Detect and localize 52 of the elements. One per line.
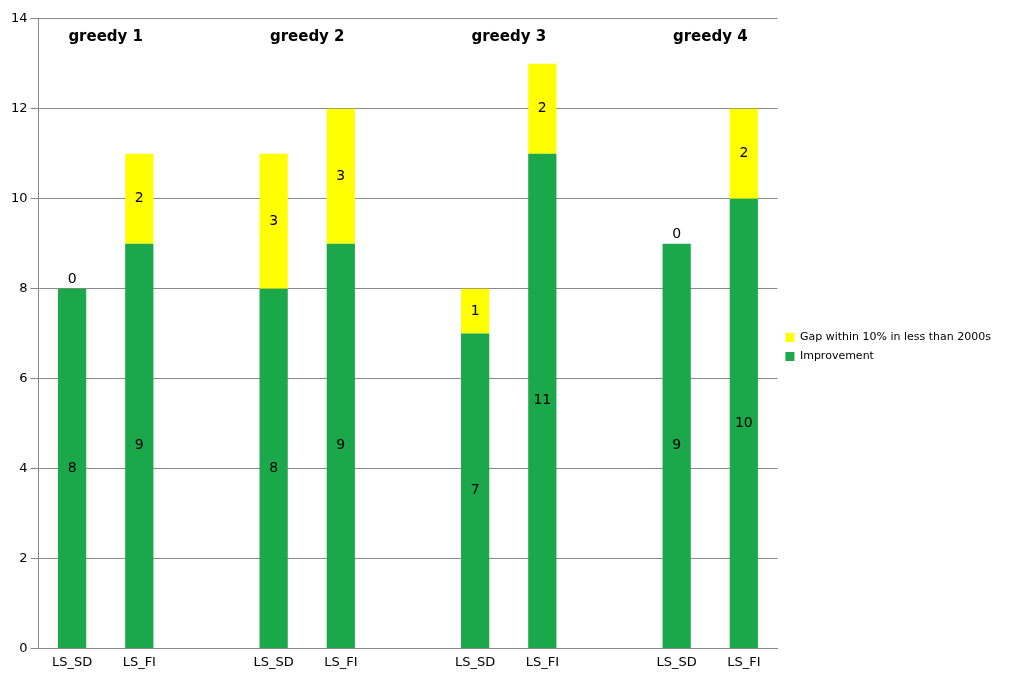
legend-label: Improvement bbox=[799, 349, 875, 363]
data-label: 3 bbox=[269, 211, 279, 228]
bar bbox=[125, 153, 154, 244]
bar bbox=[729, 198, 758, 648]
bar bbox=[729, 108, 758, 199]
data-label: 7 bbox=[470, 481, 480, 498]
bar bbox=[326, 108, 355, 244]
x-tick-label: LS_SD bbox=[656, 653, 697, 669]
y-tick-label: 10 bbox=[11, 190, 28, 206]
data-label: 1 bbox=[470, 301, 480, 318]
data-label: 10 bbox=[734, 413, 753, 430]
y-tick-label: 6 bbox=[19, 369, 28, 385]
annotation: greedy 2 bbox=[269, 26, 345, 45]
data-label: 2 bbox=[537, 99, 547, 116]
x-tick-label: LS_FI bbox=[324, 653, 358, 669]
y-tick-label: 4 bbox=[19, 459, 28, 475]
x-tick-label: LS_SD bbox=[51, 653, 93, 669]
bar bbox=[461, 333, 490, 648]
y-tick-label: 2 bbox=[19, 549, 28, 565]
bar bbox=[528, 63, 557, 154]
data-label: 11 bbox=[533, 391, 552, 408]
bar bbox=[326, 243, 355, 648]
data-label: 3 bbox=[336, 166, 346, 183]
bar bbox=[58, 288, 87, 648]
legend-label: Gap within 10% in less than 2000s bbox=[799, 330, 992, 344]
x-tick-label: LS_FI bbox=[727, 653, 761, 669]
data-label: 0 bbox=[672, 225, 682, 242]
data-label: 8 bbox=[269, 458, 279, 475]
x-tick-label: LS_SD bbox=[253, 653, 294, 669]
x-tick-label: LS_SD bbox=[455, 653, 496, 669]
bar bbox=[461, 288, 490, 334]
bar bbox=[528, 153, 557, 648]
data-label: 9 bbox=[336, 436, 346, 453]
bar bbox=[125, 243, 154, 648]
data-label: 9 bbox=[672, 436, 682, 453]
y-tick-label: 0 bbox=[19, 639, 28, 655]
x-tick-label: LS_FI bbox=[525, 653, 559, 669]
annotation: greedy 1 bbox=[68, 26, 144, 45]
y-tick-label: 8 bbox=[19, 280, 28, 295]
bar bbox=[259, 288, 288, 648]
bar bbox=[259, 153, 288, 289]
y-tick-label: 14 bbox=[11, 10, 28, 26]
data-label: 2 bbox=[739, 144, 749, 161]
annotation: greedy 3 bbox=[471, 26, 547, 45]
y-tick-label: 12 bbox=[11, 100, 28, 116]
data-label: 9 bbox=[134, 436, 144, 453]
data-label: 2 bbox=[134, 189, 144, 206]
x-tick-label: LS_FI bbox=[122, 653, 156, 669]
data-label: 8 bbox=[67, 458, 77, 475]
annotation: greedy 4 bbox=[672, 26, 748, 45]
bar bbox=[662, 243, 691, 648]
data-label: 0 bbox=[67, 270, 77, 287]
